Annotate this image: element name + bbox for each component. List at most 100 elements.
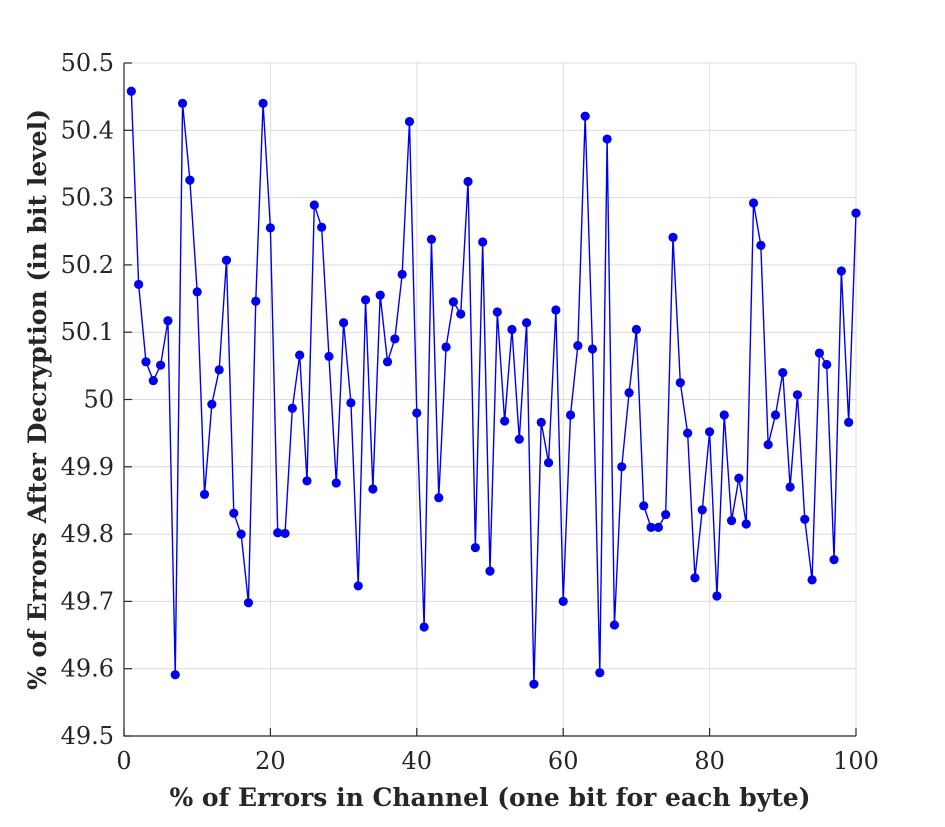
data-point bbox=[595, 668, 605, 678]
data-point bbox=[653, 522, 663, 532]
data-point bbox=[602, 134, 612, 144]
data-point bbox=[331, 478, 341, 488]
data-series bbox=[126, 86, 861, 689]
data-point bbox=[690, 573, 700, 583]
y-tick-label: 49.5 bbox=[61, 722, 114, 750]
data-point bbox=[375, 290, 385, 300]
data-point bbox=[712, 591, 722, 601]
y-tick-label: 49.6 bbox=[61, 655, 114, 683]
data-point bbox=[229, 508, 239, 518]
tick-labels: 0 20 40 60 80 100 49.5 49.6 49.7 49.8 49.9 50 50.1 50… bbox=[61, 49, 879, 775]
data-point bbox=[836, 266, 846, 276]
data-point bbox=[134, 279, 144, 290]
data-point bbox=[675, 378, 685, 388]
data-point bbox=[221, 255, 232, 265]
data-point bbox=[507, 324, 517, 335]
data-point bbox=[851, 208, 861, 218]
data-point bbox=[631, 324, 642, 335]
data-point bbox=[573, 341, 583, 351]
y-tick-label: 50.2 bbox=[61, 251, 114, 279]
data-point bbox=[192, 287, 202, 297]
y-tick-label: 49.7 bbox=[61, 587, 114, 615]
data-point bbox=[404, 116, 415, 127]
data-point bbox=[397, 269, 407, 279]
data-point bbox=[668, 232, 678, 242]
data-point bbox=[785, 482, 795, 492]
data-point bbox=[705, 427, 715, 437]
x-tick-label: 20 bbox=[255, 747, 286, 775]
data-point bbox=[770, 410, 781, 420]
x-tick-label: 40 bbox=[402, 747, 433, 775]
data-point bbox=[514, 434, 524, 444]
data-point bbox=[529, 679, 539, 689]
data-point bbox=[726, 516, 737, 526]
data-point bbox=[543, 458, 554, 468]
data-point bbox=[778, 367, 788, 378]
data-point bbox=[199, 489, 210, 499]
data-point bbox=[434, 493, 444, 503]
y-tick-label: 50.3 bbox=[61, 184, 114, 212]
y-axis-label: % of Errors After Decryption (in bit lev… bbox=[23, 109, 52, 690]
data-point bbox=[470, 542, 480, 553]
data-point bbox=[522, 318, 532, 328]
y-tick-label: 50.1 bbox=[61, 318, 114, 346]
data-point bbox=[360, 295, 371, 305]
data-point bbox=[412, 408, 422, 418]
grid-lines bbox=[123, 62, 857, 737]
data-point bbox=[639, 501, 649, 511]
data-point bbox=[617, 462, 627, 472]
data-point bbox=[141, 357, 151, 367]
data-point bbox=[558, 596, 568, 607]
data-point bbox=[163, 316, 173, 326]
data-point bbox=[683, 428, 693, 438]
data-point bbox=[485, 566, 495, 576]
series-line bbox=[130, 91, 857, 685]
data-point bbox=[295, 350, 305, 360]
data-point bbox=[214, 365, 224, 375]
data-point bbox=[148, 376, 158, 386]
data-point bbox=[756, 240, 766, 250]
data-point bbox=[800, 514, 810, 524]
y-tick-label: 49.9 bbox=[61, 453, 114, 481]
data-point bbox=[441, 342, 451, 352]
data-point bbox=[463, 176, 473, 187]
data-point bbox=[419, 622, 429, 632]
data-point bbox=[324, 351, 334, 362]
data-point bbox=[565, 410, 576, 420]
data-point bbox=[734, 473, 744, 483]
data-point bbox=[251, 296, 261, 306]
data-point bbox=[126, 86, 136, 96]
y-tick-label: 50.4 bbox=[61, 116, 114, 144]
x-axis-label: % of Errors in Channel (one bit for each… bbox=[169, 783, 810, 812]
data-point bbox=[265, 223, 275, 233]
data-point bbox=[609, 620, 620, 630]
data-point bbox=[258, 98, 268, 108]
data-point bbox=[382, 357, 393, 367]
data-point bbox=[368, 484, 378, 494]
data-point bbox=[236, 529, 246, 539]
data-point bbox=[287, 403, 297, 413]
x-tick-label: 60 bbox=[548, 747, 579, 775]
data-point bbox=[353, 581, 363, 591]
data-point bbox=[661, 509, 671, 520]
data-point bbox=[177, 98, 188, 108]
data-point bbox=[185, 175, 195, 185]
data-point bbox=[748, 198, 759, 208]
data-point bbox=[719, 410, 729, 420]
data-point bbox=[170, 670, 180, 680]
data-point bbox=[478, 237, 488, 247]
data-point bbox=[456, 309, 466, 319]
x-tick-label: 100 bbox=[833, 747, 879, 775]
data-point bbox=[624, 388, 634, 398]
y-tick-label: 50.5 bbox=[61, 49, 114, 77]
data-point bbox=[339, 318, 349, 328]
x-tick-label: 80 bbox=[694, 747, 725, 775]
data-point bbox=[829, 555, 839, 565]
data-point bbox=[792, 390, 803, 400]
data-point bbox=[580, 111, 590, 121]
data-point bbox=[763, 439, 773, 450]
data-point bbox=[844, 417, 854, 427]
axes bbox=[123, 62, 857, 737]
data-point bbox=[741, 519, 751, 529]
